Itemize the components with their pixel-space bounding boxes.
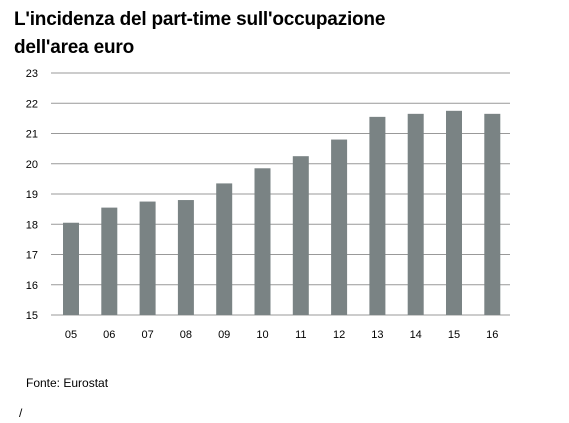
bar-13: [369, 116, 386, 315]
bar-08: [177, 200, 194, 315]
bar-chart: 15 16 17 18 19 20 21 22 23 05 06 07 08 09 10 11 12 13 14 1…: [26, 68, 510, 341]
y-tick-label-18: 18: [26, 219, 38, 231]
x-tick-label-11: 11: [295, 329, 306, 341]
bar-14: [407, 113, 424, 316]
y-tick-label-20: 20: [26, 159, 38, 171]
x-tick-label-09: 09: [218, 329, 230, 341]
x-tick-label-15: 15: [448, 329, 460, 341]
bar-12: [331, 139, 348, 315]
x-tick-label-08: 08: [180, 329, 192, 341]
y-tick-label-21: 21: [26, 129, 38, 141]
x-tick-label-07: 07: [141, 329, 153, 341]
x-tick-label-14: 14: [410, 329, 422, 341]
x-tick-label-13: 13: [371, 329, 383, 341]
bar-06: [101, 207, 118, 315]
x-tick-label-12: 12: [333, 329, 345, 341]
x-tick-label-10: 10: [256, 329, 268, 341]
bar-11: [292, 156, 309, 315]
source-note: Fonte: Eurostat: [26, 376, 109, 390]
bar-07: [139, 201, 156, 315]
y-tick-label-16: 16: [26, 280, 38, 292]
y-tick-label-22: 22: [26, 98, 38, 110]
y-axis-labels: 15 16 17 18 19 20 21 22 23: [26, 68, 38, 322]
x-axis-labels: 05 06 07 08 09 10 11 12 13 14 15 16: [65, 329, 499, 341]
bar-15: [446, 110, 462, 315]
y-gridlines: [51, 72, 510, 316]
x-tick-label-05: 05: [65, 329, 77, 341]
bar-05: [63, 222, 79, 315]
y-tick-label-17: 17: [26, 250, 38, 262]
chart-title-line-1: L'incidenza del part-time sull'occupazio…: [14, 9, 386, 30]
x-tick-label-06: 06: [103, 329, 115, 341]
bars: [63, 110, 501, 316]
bar-16: [484, 113, 501, 316]
y-tick-label-15: 15: [26, 310, 38, 322]
y-tick-label-23: 23: [26, 68, 38, 80]
bar-09: [216, 183, 233, 315]
bar-10: [254, 168, 271, 315]
x-tick-label-16: 16: [486, 329, 498, 341]
chart-title: L'incidenza del part-time sull'occupazio…: [14, 6, 554, 62]
y-tick-label-19: 19: [26, 189, 38, 201]
footnote-mark: /: [19, 406, 23, 420]
chart-title-line-2: dell'area euro: [14, 37, 134, 58]
